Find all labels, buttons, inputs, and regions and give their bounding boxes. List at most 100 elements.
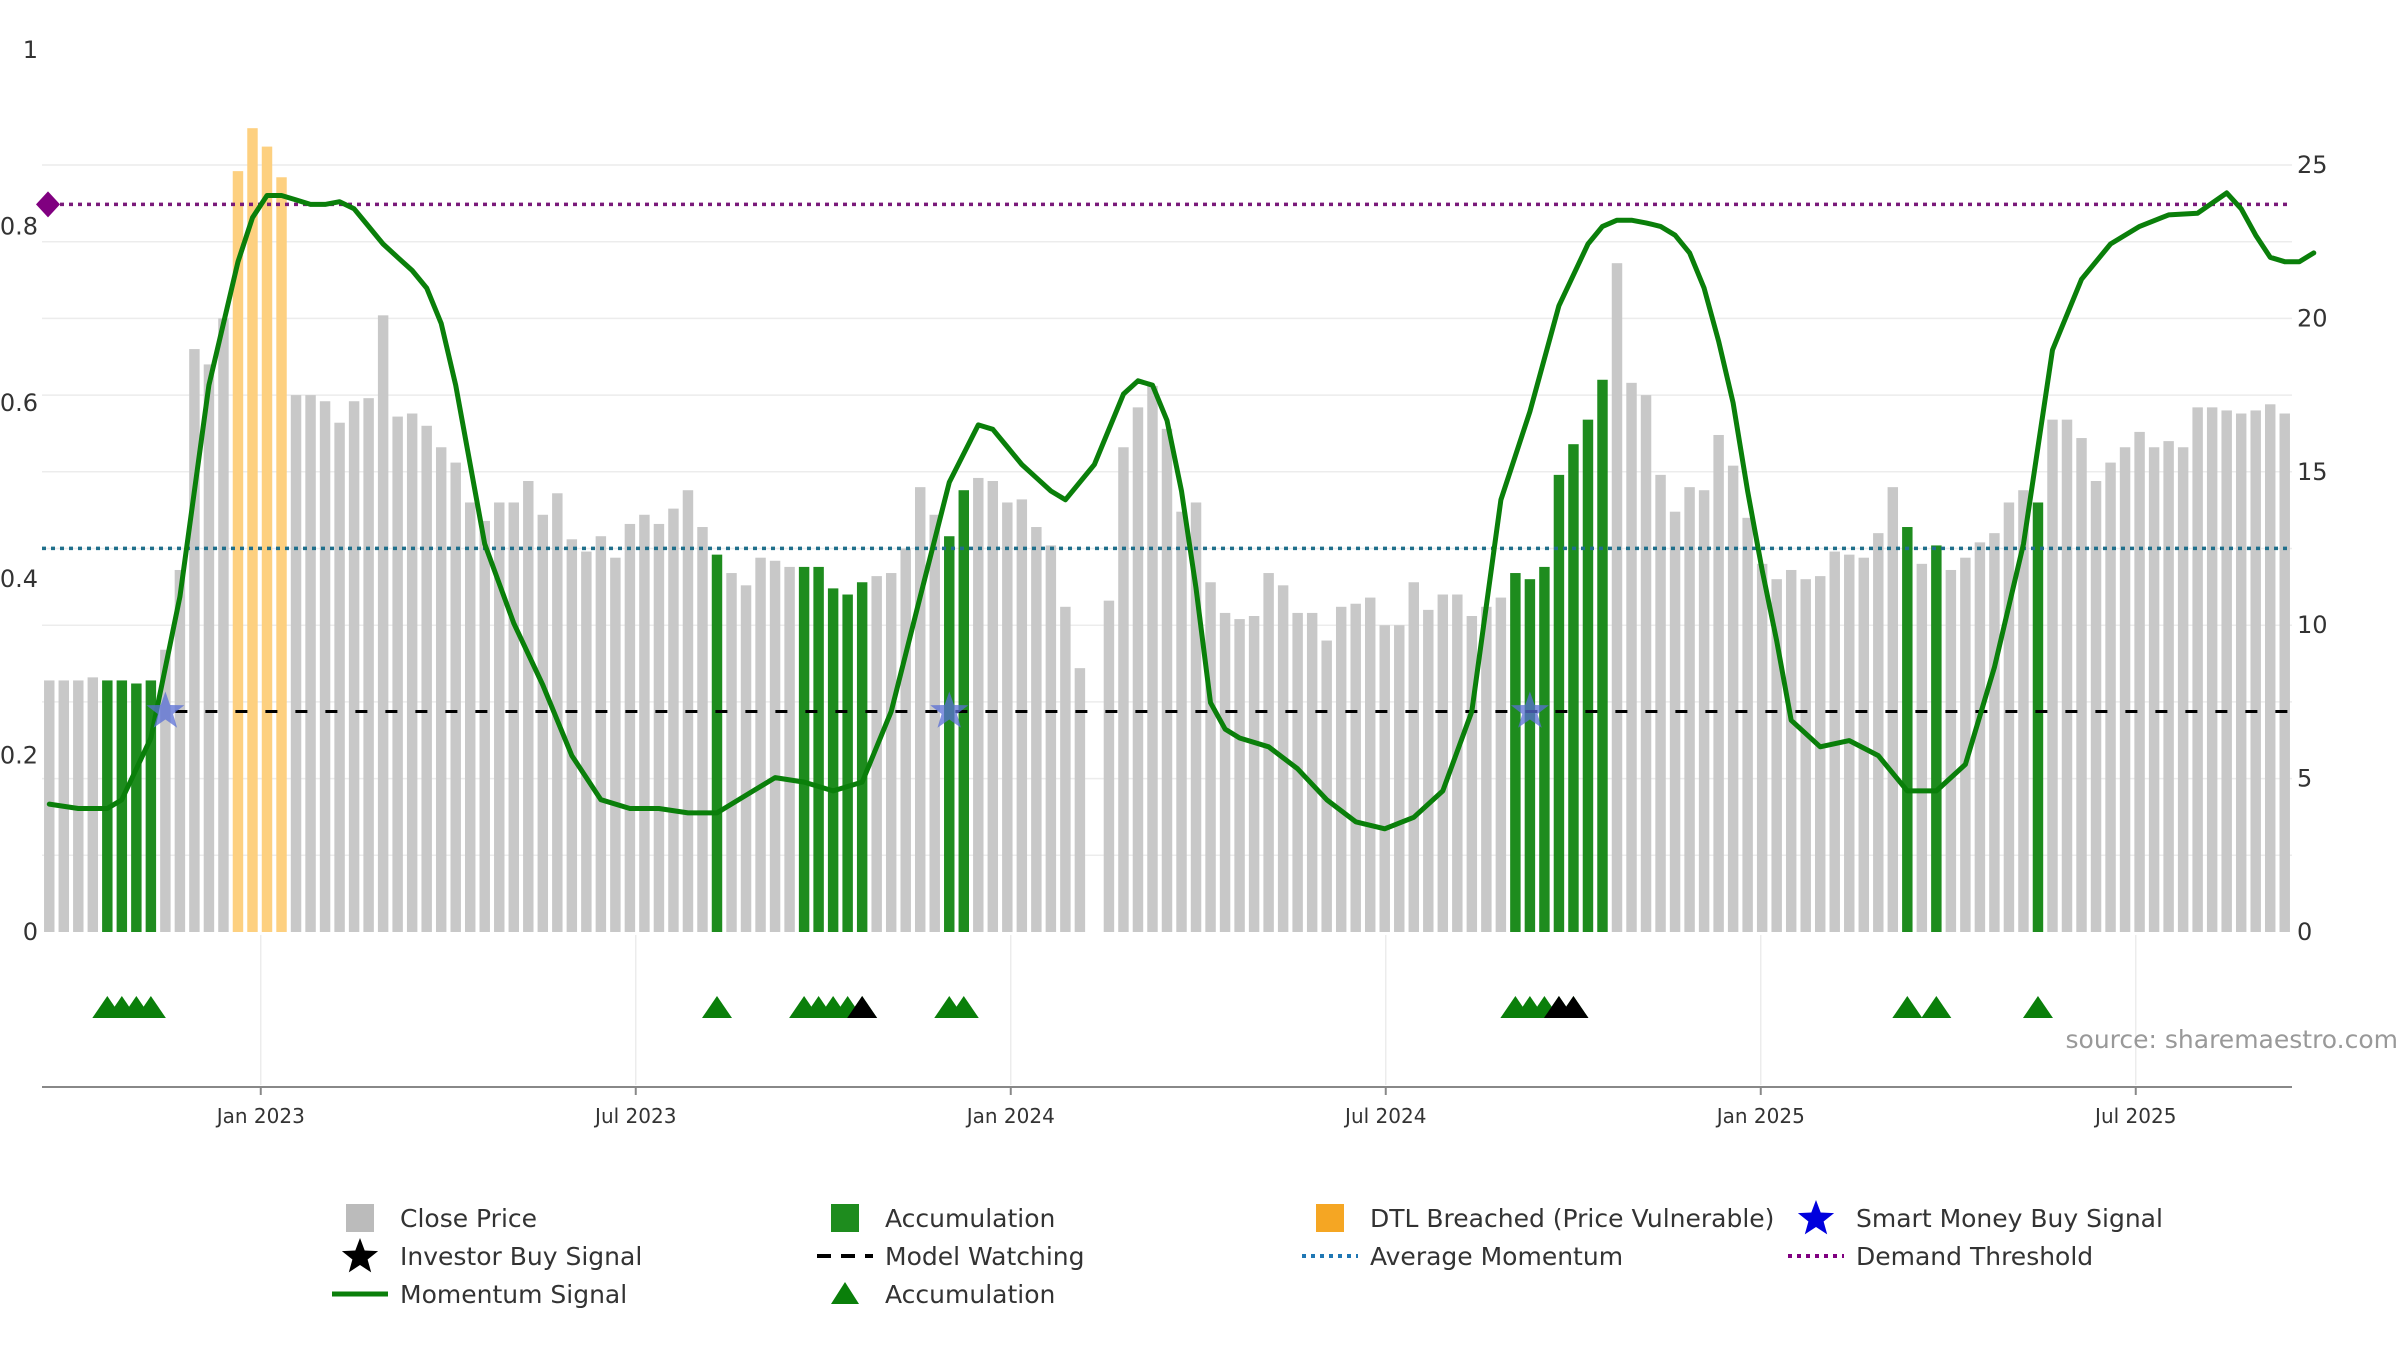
close-price-bar xyxy=(1365,597,1376,932)
close-price-bar xyxy=(1698,490,1710,932)
source-text: source: sharemaestro.com xyxy=(2066,1025,2399,1054)
close-price-bar xyxy=(987,481,999,932)
close-price-bar xyxy=(479,520,490,932)
close-price-bar xyxy=(1002,502,1013,932)
close-price-bar xyxy=(915,487,926,932)
close-price-bar xyxy=(581,551,592,932)
close-price-bar xyxy=(1103,600,1115,932)
close-price-bar xyxy=(1960,557,1971,932)
accumulation-bar xyxy=(711,554,723,932)
accumulation-marker xyxy=(1921,996,1952,1018)
close-price-bar xyxy=(1306,612,1318,932)
accumulation-bar xyxy=(131,683,142,932)
accumulation-bar xyxy=(856,582,868,932)
close-price-bar xyxy=(1916,563,1928,932)
smart-money-buy-star xyxy=(1510,691,1549,728)
accumulation-marker xyxy=(1892,996,1923,1018)
close-price-bar xyxy=(1394,625,1405,932)
close-price-bar xyxy=(508,502,519,932)
close-price-bar xyxy=(2090,481,2102,932)
close-price-bar xyxy=(2018,490,2029,932)
close-price-bar xyxy=(1771,579,1782,932)
close-price-bar xyxy=(319,401,331,933)
y-left-tick-label: 0.8 xyxy=(0,212,38,240)
close-price-bar xyxy=(1379,625,1390,932)
close-price-bar xyxy=(900,548,911,932)
close-price-bar xyxy=(1263,573,1274,932)
close-price-bar xyxy=(1974,542,1986,932)
close-price-bar xyxy=(2279,413,2290,932)
close-price-bar xyxy=(174,569,186,932)
close-price-bar xyxy=(1437,594,1449,932)
close-price-bar xyxy=(610,557,621,932)
close-price-bar xyxy=(363,398,374,933)
x-tick-label: Jul 2023 xyxy=(593,1104,676,1128)
investor-buy-marker xyxy=(1558,996,1589,1018)
close-price-bar xyxy=(1118,447,1129,932)
close-price-bar xyxy=(552,493,563,932)
smart-money-buy-star xyxy=(146,691,185,728)
close-price-bar xyxy=(160,649,171,932)
y-left-tick-label: 0 xyxy=(23,918,38,946)
close-price-bar xyxy=(1176,511,1187,932)
close-price-bar xyxy=(1684,487,1695,932)
dtl-breached-bar xyxy=(247,128,258,932)
x-tick-label: Jul 2024 xyxy=(1343,1104,1426,1128)
close-price-bar xyxy=(392,416,403,932)
momentum-signal-line xyxy=(46,190,2317,832)
close-price-bar xyxy=(2134,431,2145,932)
signal-markers xyxy=(92,996,2053,1018)
y-right-tick-label: 10 xyxy=(2297,611,2328,639)
close-price-bar xyxy=(1132,407,1144,932)
close-price-bar xyxy=(290,395,302,933)
accumulation-marker xyxy=(135,996,166,1018)
accumulation-bar xyxy=(145,680,157,932)
close-price-bar xyxy=(406,413,418,932)
close-price-bar xyxy=(465,502,476,932)
close-price-bar xyxy=(523,481,534,932)
accumulation-bar xyxy=(813,566,824,932)
demand-threshold-marker xyxy=(36,191,60,218)
close-price-bar xyxy=(726,573,737,932)
close-price-bar xyxy=(1887,487,1899,932)
close-price-bar xyxy=(1495,597,1507,932)
close-price-bar xyxy=(189,349,200,933)
x-tick-label: Jan 2023 xyxy=(215,1104,305,1128)
close-price-bar xyxy=(1481,606,1492,932)
close-price-bar xyxy=(653,523,665,932)
close-price-bar xyxy=(2265,404,2276,933)
y-left-tick-label: 0.6 xyxy=(0,389,38,417)
close-price-bar xyxy=(1815,576,1826,932)
accumulation-bar xyxy=(1902,527,1913,932)
close-price-bar xyxy=(1785,569,1797,932)
close-price-bar xyxy=(973,477,984,932)
close-price-bar xyxy=(1031,527,1042,932)
close-price-bar xyxy=(2235,413,2247,932)
close-price-bar xyxy=(1713,434,1724,932)
close-price-bar xyxy=(1466,615,1478,932)
close-price-bar xyxy=(740,585,752,932)
close-price-bar xyxy=(1335,606,1347,932)
close-price-bar xyxy=(305,395,316,933)
close-price-bar xyxy=(1742,517,1753,932)
accumulation-bar xyxy=(116,680,128,932)
close-price-bar xyxy=(566,539,578,932)
close-price-bar xyxy=(784,566,795,932)
close-price-bar xyxy=(450,462,461,932)
investor-buy-marker xyxy=(847,996,878,1018)
close-price-bar xyxy=(2047,419,2058,932)
close-price-bar xyxy=(2221,410,2232,932)
close-price-bar xyxy=(1045,545,1057,932)
close-price-bar xyxy=(1611,263,1623,932)
close-price-bar xyxy=(871,576,882,932)
close-price-bar xyxy=(1016,499,1028,932)
close-price-bar xyxy=(1234,619,1245,932)
close-price-bar xyxy=(2177,447,2189,932)
reference-lines xyxy=(36,191,2292,713)
close-price-bar xyxy=(1640,395,1652,933)
accumulation-marker xyxy=(2022,996,2053,1018)
close-price-bar xyxy=(1321,640,1332,932)
close-price-bar xyxy=(377,315,389,932)
close-price-bar xyxy=(1858,557,1869,932)
